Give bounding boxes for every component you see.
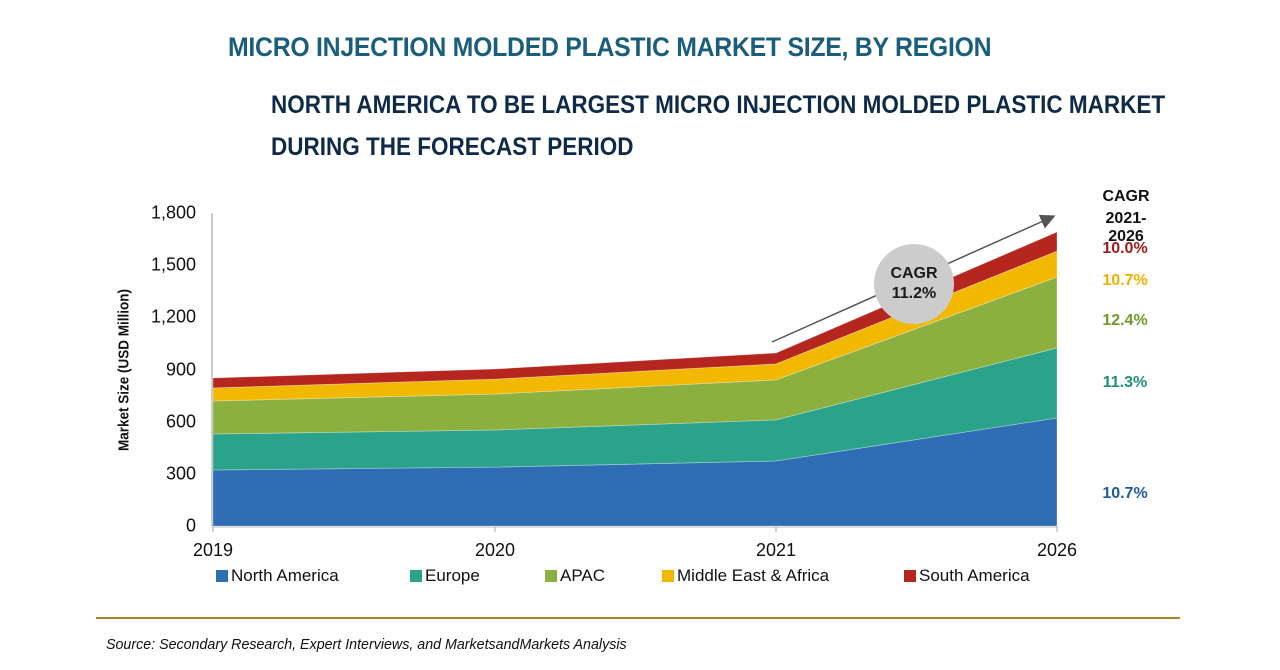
legend-swatch [545, 570, 557, 582]
overall-cagr-value: 11.2% [891, 285, 937, 302]
subtitle-line-2: DURING THE FORECAST PERIOD [271, 133, 634, 161]
legend-item: Europe [410, 566, 480, 586]
legend-swatch [904, 570, 916, 582]
legend-item: North America [216, 566, 339, 586]
legend-swatch [410, 570, 422, 582]
chart-title: MICRO INJECTION MOLDED PLASTIC MARKET SI… [228, 32, 992, 62]
x-tick-marks [212, 527, 1058, 532]
cagr-value-south-america: 10.0% [1102, 240, 1148, 257]
legend-label: Middle East & Africa [677, 566, 830, 585]
x-tick-label: 2019 [192, 540, 234, 560]
source-note: Source: Secondary Research, Expert Inter… [106, 636, 627, 653]
y-tick-label: 300 [165, 463, 196, 484]
legend: North America Europe APAC Middle East & Afr… [0, 566, 1280, 588]
y-tick-label: 0 [185, 515, 196, 536]
legend-swatch [662, 570, 674, 582]
y-tick-label: 1,200 [150, 306, 196, 327]
x-tick-label: 2020 [474, 540, 516, 560]
area-europe [212, 347, 1058, 471]
chart-subtitle: NORTH AMERICA TO BE LARGEST MICRO INJECT… [271, 84, 1165, 168]
cagr-value-apac: 12.4% [1102, 312, 1148, 329]
legend-item: South America [904, 566, 1030, 586]
area-layers [212, 231, 1058, 527]
cagr-header-line-2: 2021-2026 [1105, 210, 1147, 245]
cagr-header-line-1: CAGR [1102, 188, 1150, 205]
cagr-value-europe: 11.3% [1102, 374, 1148, 391]
x-tick-label: 2021 [755, 540, 797, 560]
legend-label: APAC [560, 566, 606, 585]
subtitle-line-1: NORTH AMERICA TO BE LARGEST MICRO INJECT… [271, 91, 1166, 119]
cagr-value-middle-east-africa: 10.7% [1102, 272, 1148, 289]
legend-swatch [216, 570, 228, 582]
y-tick-label: 900 [165, 359, 196, 379]
overall-cagr-bubble: CAGR 11.2% [874, 244, 954, 324]
divider-rule [96, 617, 1180, 619]
y-axis-label: Market Size (USD Million) [115, 288, 133, 452]
legend-item: Middle East & Africa [662, 566, 829, 586]
legend-label: South America [919, 566, 1030, 585]
legend-item: APAC [545, 566, 605, 586]
overall-cagr-label: CAGR [890, 265, 938, 282]
area-north-america [212, 417, 1058, 527]
legend-label: North America [231, 566, 339, 585]
y-tick-label: 1,500 [150, 254, 196, 275]
x-tick-label: 2026 [1036, 540, 1078, 560]
y-tick-label: 1,800 [150, 202, 196, 223]
legend-label: Europe [425, 566, 480, 585]
cagr-value-north-america: 10.7% [1102, 485, 1148, 502]
y-tick-label: 600 [165, 411, 196, 432]
